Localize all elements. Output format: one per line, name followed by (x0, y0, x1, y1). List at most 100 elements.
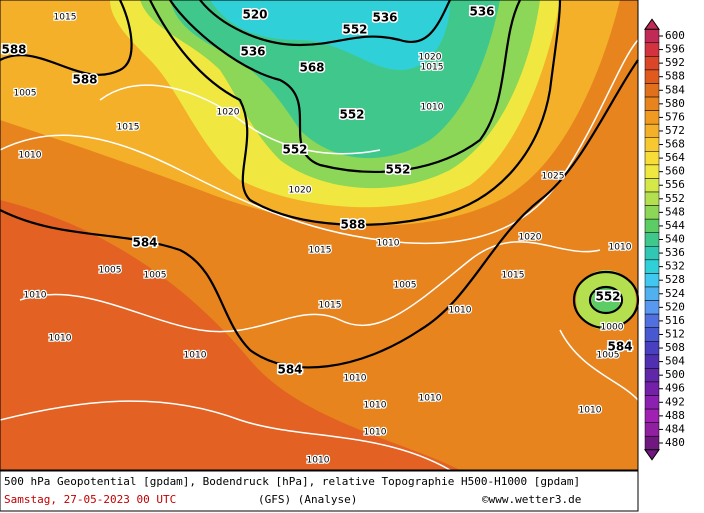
colorbar-segment (644, 300, 660, 315)
colorbar-segment (644, 42, 660, 57)
contour-labels: 1015 1010 1005 1010 1010 1010 1010 1010 1010 1010… (0, 3, 634, 467)
colorbar-segment (644, 341, 660, 356)
geopotential-label: 588 (72, 73, 97, 87)
colorbar-segment (644, 69, 660, 84)
pressure-label: 1020 (519, 233, 542, 243)
pressure-label: 1020 (289, 186, 312, 196)
geopotential-label: 584 (607, 340, 632, 354)
colorbar-segment (644, 218, 660, 233)
pressure-label: 1010 (19, 151, 42, 161)
pressure-label: 1015 (319, 301, 342, 311)
colorbar-label: 580 (665, 97, 685, 110)
colorbar-label: 512 (665, 327, 685, 340)
colorbar-segment (644, 232, 660, 247)
colorbar-label: 500 (665, 368, 685, 381)
pressure-label: 1005 (394, 281, 417, 291)
colorbar-label: 560 (665, 165, 685, 178)
colorbar-label: 584 (665, 83, 685, 96)
colorbar-segment (644, 273, 660, 288)
geopotential-label: 552 (282, 143, 307, 157)
pressure-label: 1010 (24, 291, 47, 301)
colorbar-label: 548 (665, 205, 685, 218)
pressure-label: 1010 (579, 406, 602, 416)
pressure-label: 1010 (419, 394, 442, 404)
colorbar-label: 592 (665, 56, 685, 69)
footer-date: Samstag, 27-05-2023 00 UTC (4, 493, 176, 506)
colorbar-segment (644, 83, 660, 98)
colorbar-label: 564 (665, 151, 685, 164)
geopotential-label: 536 (372, 11, 397, 25)
colorbar-label: 508 (665, 341, 685, 354)
geopotential-label: 584 (277, 363, 302, 377)
colorbar-label: 536 (665, 246, 685, 259)
colorbar-segment (644, 259, 660, 274)
footer-model: (GFS) (Analyse) (258, 493, 357, 506)
pressure-label: 1010 (421, 103, 444, 113)
geopotential-label: 588 (1, 43, 26, 57)
colorbar-segment (644, 354, 660, 369)
colorbar-segment (644, 28, 660, 44)
pressure-label: 1020 (419, 53, 442, 63)
isobars (0, 39, 639, 471)
colorbar-label: 600 (665, 29, 685, 42)
geopotential-contours (0, 0, 640, 369)
colorbar-label: 520 (665, 300, 685, 313)
map-frame (0, 0, 639, 471)
pressure-label: 1005 (14, 89, 37, 99)
pressure-label: 1005 (99, 266, 122, 276)
colorbar-segment (644, 151, 660, 166)
colorbar-label: 524 (665, 287, 685, 300)
colorbar-segment (644, 164, 660, 179)
pressure-label: 1015 (54, 13, 77, 23)
pressure-label: 1010 (364, 401, 387, 411)
pressure-label: 1000 (601, 323, 624, 333)
map: 1015 1010 1005 1010 1010 1010 1010 1010 1010 1010… (0, 0, 640, 471)
pressure-label: 1010 (364, 428, 387, 438)
colorbar-segment (644, 246, 660, 261)
colorbar-label: 568 (665, 138, 685, 151)
pressure-label: 1005 (597, 351, 620, 361)
colorbar-arrow (644, 18, 660, 30)
colorbar-label: 552 (665, 192, 685, 205)
field (592, 286, 620, 314)
colorbar-label: 544 (665, 219, 685, 232)
pressure-label: 1010 (609, 243, 632, 253)
colorbar-segment (644, 96, 660, 111)
colorbar-label: 492 (665, 395, 685, 408)
colorbar-label: 532 (665, 260, 685, 273)
colorbar-arrow (644, 449, 660, 461)
geopotential-label: 588 (340, 218, 365, 232)
geopotential-label: 568 (299, 61, 324, 75)
pressure-label: 1020 (217, 108, 240, 118)
pressure-label: 1015 (117, 123, 140, 133)
colorbar-label: 588 (665, 70, 685, 83)
colorbar-segment (644, 435, 660, 451)
colorbar-segment (644, 327, 660, 342)
colorbar-segment (644, 123, 660, 139)
geopotential-label: 552 (595, 290, 620, 304)
footer-title: 500 hPa Geopotential [gpdam], Bodendruck… (4, 475, 580, 488)
pressure-label: 1010 (49, 334, 72, 344)
geopotential-label: 552 (339, 108, 364, 122)
colorbar-label: 480 (665, 436, 685, 449)
colorbar-segment (644, 286, 660, 301)
colorbar-segment (644, 395, 660, 410)
colorbar-label: 556 (665, 178, 685, 191)
pressure-label: 1025 (542, 172, 565, 182)
colorbar-segment (644, 381, 660, 396)
pressure-label: 1010 (184, 351, 207, 361)
colorbar-segment (644, 368, 660, 383)
field (210, 0, 450, 70)
colorbar-label: 572 (665, 124, 685, 137)
footer-credit: ©www.wetter3.de (482, 493, 581, 506)
colorbar-segment (644, 178, 660, 193)
colorbar-label: 528 (665, 273, 685, 286)
colorbar-label: 496 (665, 382, 685, 395)
geopotential-label: 552 (342, 23, 367, 37)
pressure-label: 1015 (421, 63, 444, 73)
colorbar-label: 488 (665, 409, 685, 422)
colorbar-label: 504 (665, 355, 685, 368)
colorbar-label: 540 (665, 233, 685, 246)
